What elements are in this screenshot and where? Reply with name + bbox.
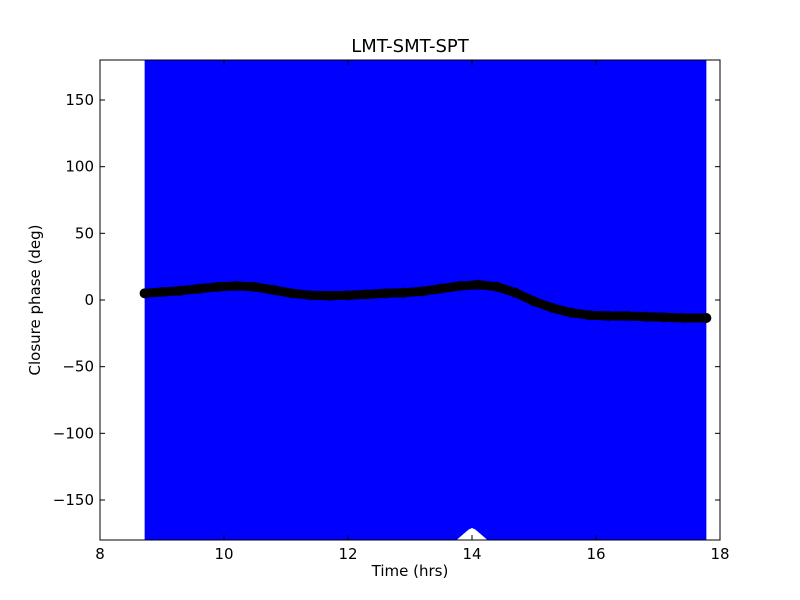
tick-layer: 8 10 12 14 16 18 −150 −100 −50 0 50 100 150 bbox=[53, 60, 730, 563]
data-point bbox=[491, 281, 502, 292]
phase-band bbox=[144, 60, 707, 540]
data-point bbox=[659, 312, 670, 323]
data-point bbox=[212, 281, 223, 292]
data-point bbox=[305, 290, 316, 301]
x-tick-label: 12 bbox=[338, 545, 357, 563]
y-tick-label: −100 bbox=[53, 424, 94, 442]
phase-band-layer bbox=[144, 60, 707, 540]
data-point bbox=[603, 311, 614, 321]
data-point bbox=[250, 281, 260, 292]
data-point bbox=[510, 287, 521, 298]
y-tick-label: −50 bbox=[62, 358, 94, 376]
y-tick-label: 50 bbox=[75, 224, 94, 242]
y-tick-label: 100 bbox=[65, 158, 94, 176]
data-point bbox=[547, 303, 558, 313]
data-point bbox=[287, 288, 298, 299]
data-point bbox=[380, 288, 391, 299]
chart-title: LMT-SMT-SPT bbox=[351, 36, 469, 57]
data-point bbox=[343, 290, 353, 301]
data-point bbox=[677, 313, 688, 323]
x-tick-label: 14 bbox=[462, 545, 481, 563]
data-point bbox=[398, 287, 409, 298]
data-point bbox=[584, 310, 595, 321]
x-tick-label: 16 bbox=[586, 545, 605, 563]
data-point bbox=[139, 288, 150, 299]
data-point bbox=[454, 281, 465, 291]
x-tick-label: 18 bbox=[710, 545, 729, 563]
y-tick-label: 0 bbox=[84, 291, 94, 309]
data-point bbox=[622, 311, 632, 321]
x-axis-label: Time (hrs) bbox=[371, 562, 449, 580]
y-tick-label: 150 bbox=[65, 91, 94, 109]
data-point bbox=[436, 283, 446, 294]
series-layer bbox=[139, 279, 712, 323]
data-point bbox=[157, 287, 167, 297]
band-notch bbox=[456, 528, 488, 540]
data-point bbox=[701, 313, 712, 323]
data-point bbox=[194, 283, 205, 294]
data-point bbox=[566, 307, 577, 318]
data-point bbox=[640, 311, 651, 322]
data-point bbox=[324, 290, 335, 301]
data-point bbox=[231, 281, 242, 291]
x-tick-label: 10 bbox=[214, 545, 233, 563]
data-point bbox=[529, 296, 539, 307]
data-point bbox=[268, 285, 279, 295]
y-axis-label: Closure phase (deg) bbox=[26, 225, 44, 376]
data-point bbox=[417, 286, 428, 297]
data-point bbox=[175, 285, 186, 296]
data-point bbox=[473, 279, 484, 290]
y-tick-label: −150 bbox=[53, 491, 94, 509]
x-tick-label: 8 bbox=[95, 545, 105, 563]
data-point bbox=[361, 289, 372, 300]
